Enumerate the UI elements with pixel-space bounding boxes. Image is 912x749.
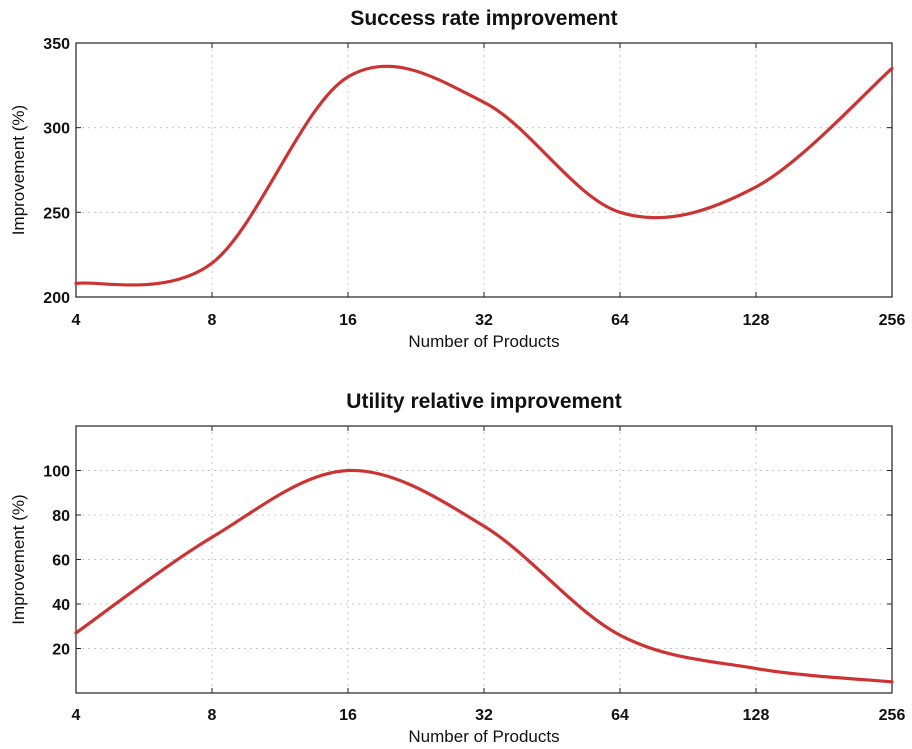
y-tick-label: 100	[43, 464, 70, 481]
x-tick-label: 8	[208, 707, 217, 724]
y-tick-label: 20	[52, 642, 70, 659]
chart-panel-2: Utility relative improvement 4 8 16 32 64 128 2…	[9, 390, 905, 746]
x-tick-label: 128	[743, 312, 770, 329]
x-axis-label: Number of Products	[408, 332, 559, 351]
y-tick-label: 300	[43, 121, 70, 138]
x-tick-label: 8	[208, 312, 217, 329]
x-tick-label: 32	[475, 312, 493, 329]
x-tick-label: 256	[879, 707, 906, 724]
x-tick-label: 16	[339, 707, 357, 724]
x-tick-label: 32	[475, 707, 493, 724]
x-tick-label: 64	[611, 312, 629, 329]
series-line-1	[74, 64, 894, 287]
x-tick-label: 256	[879, 312, 906, 329]
series-line-1	[74, 468, 894, 684]
x-tick-label: 4	[72, 312, 81, 329]
y-axis-label: Improvement (%)	[9, 105, 28, 235]
y-tick-label: 200	[43, 290, 70, 307]
y-tick-label: 60	[52, 553, 70, 570]
y-axis-label: Improvement (%)	[9, 494, 28, 624]
y-tick-label: 250	[43, 205, 70, 222]
x-tick-label: 16	[339, 312, 357, 329]
chart-panel-1: Success rate improvement 4 8 16 32 64 128 256 20…	[9, 7, 905, 351]
y-tick-label: 80	[52, 508, 70, 525]
y-tick-label: 350	[43, 36, 70, 53]
x-tick-label: 128	[743, 707, 770, 724]
x-tick-label: 4	[72, 707, 81, 724]
x-axis-label: Number of Products	[408, 727, 559, 746]
x-tick-label: 64	[611, 707, 629, 724]
chart-title: Success rate improvement	[350, 7, 617, 30]
y-tick-label: 40	[52, 597, 70, 614]
chart-title: Utility relative improvement	[346, 390, 621, 413]
